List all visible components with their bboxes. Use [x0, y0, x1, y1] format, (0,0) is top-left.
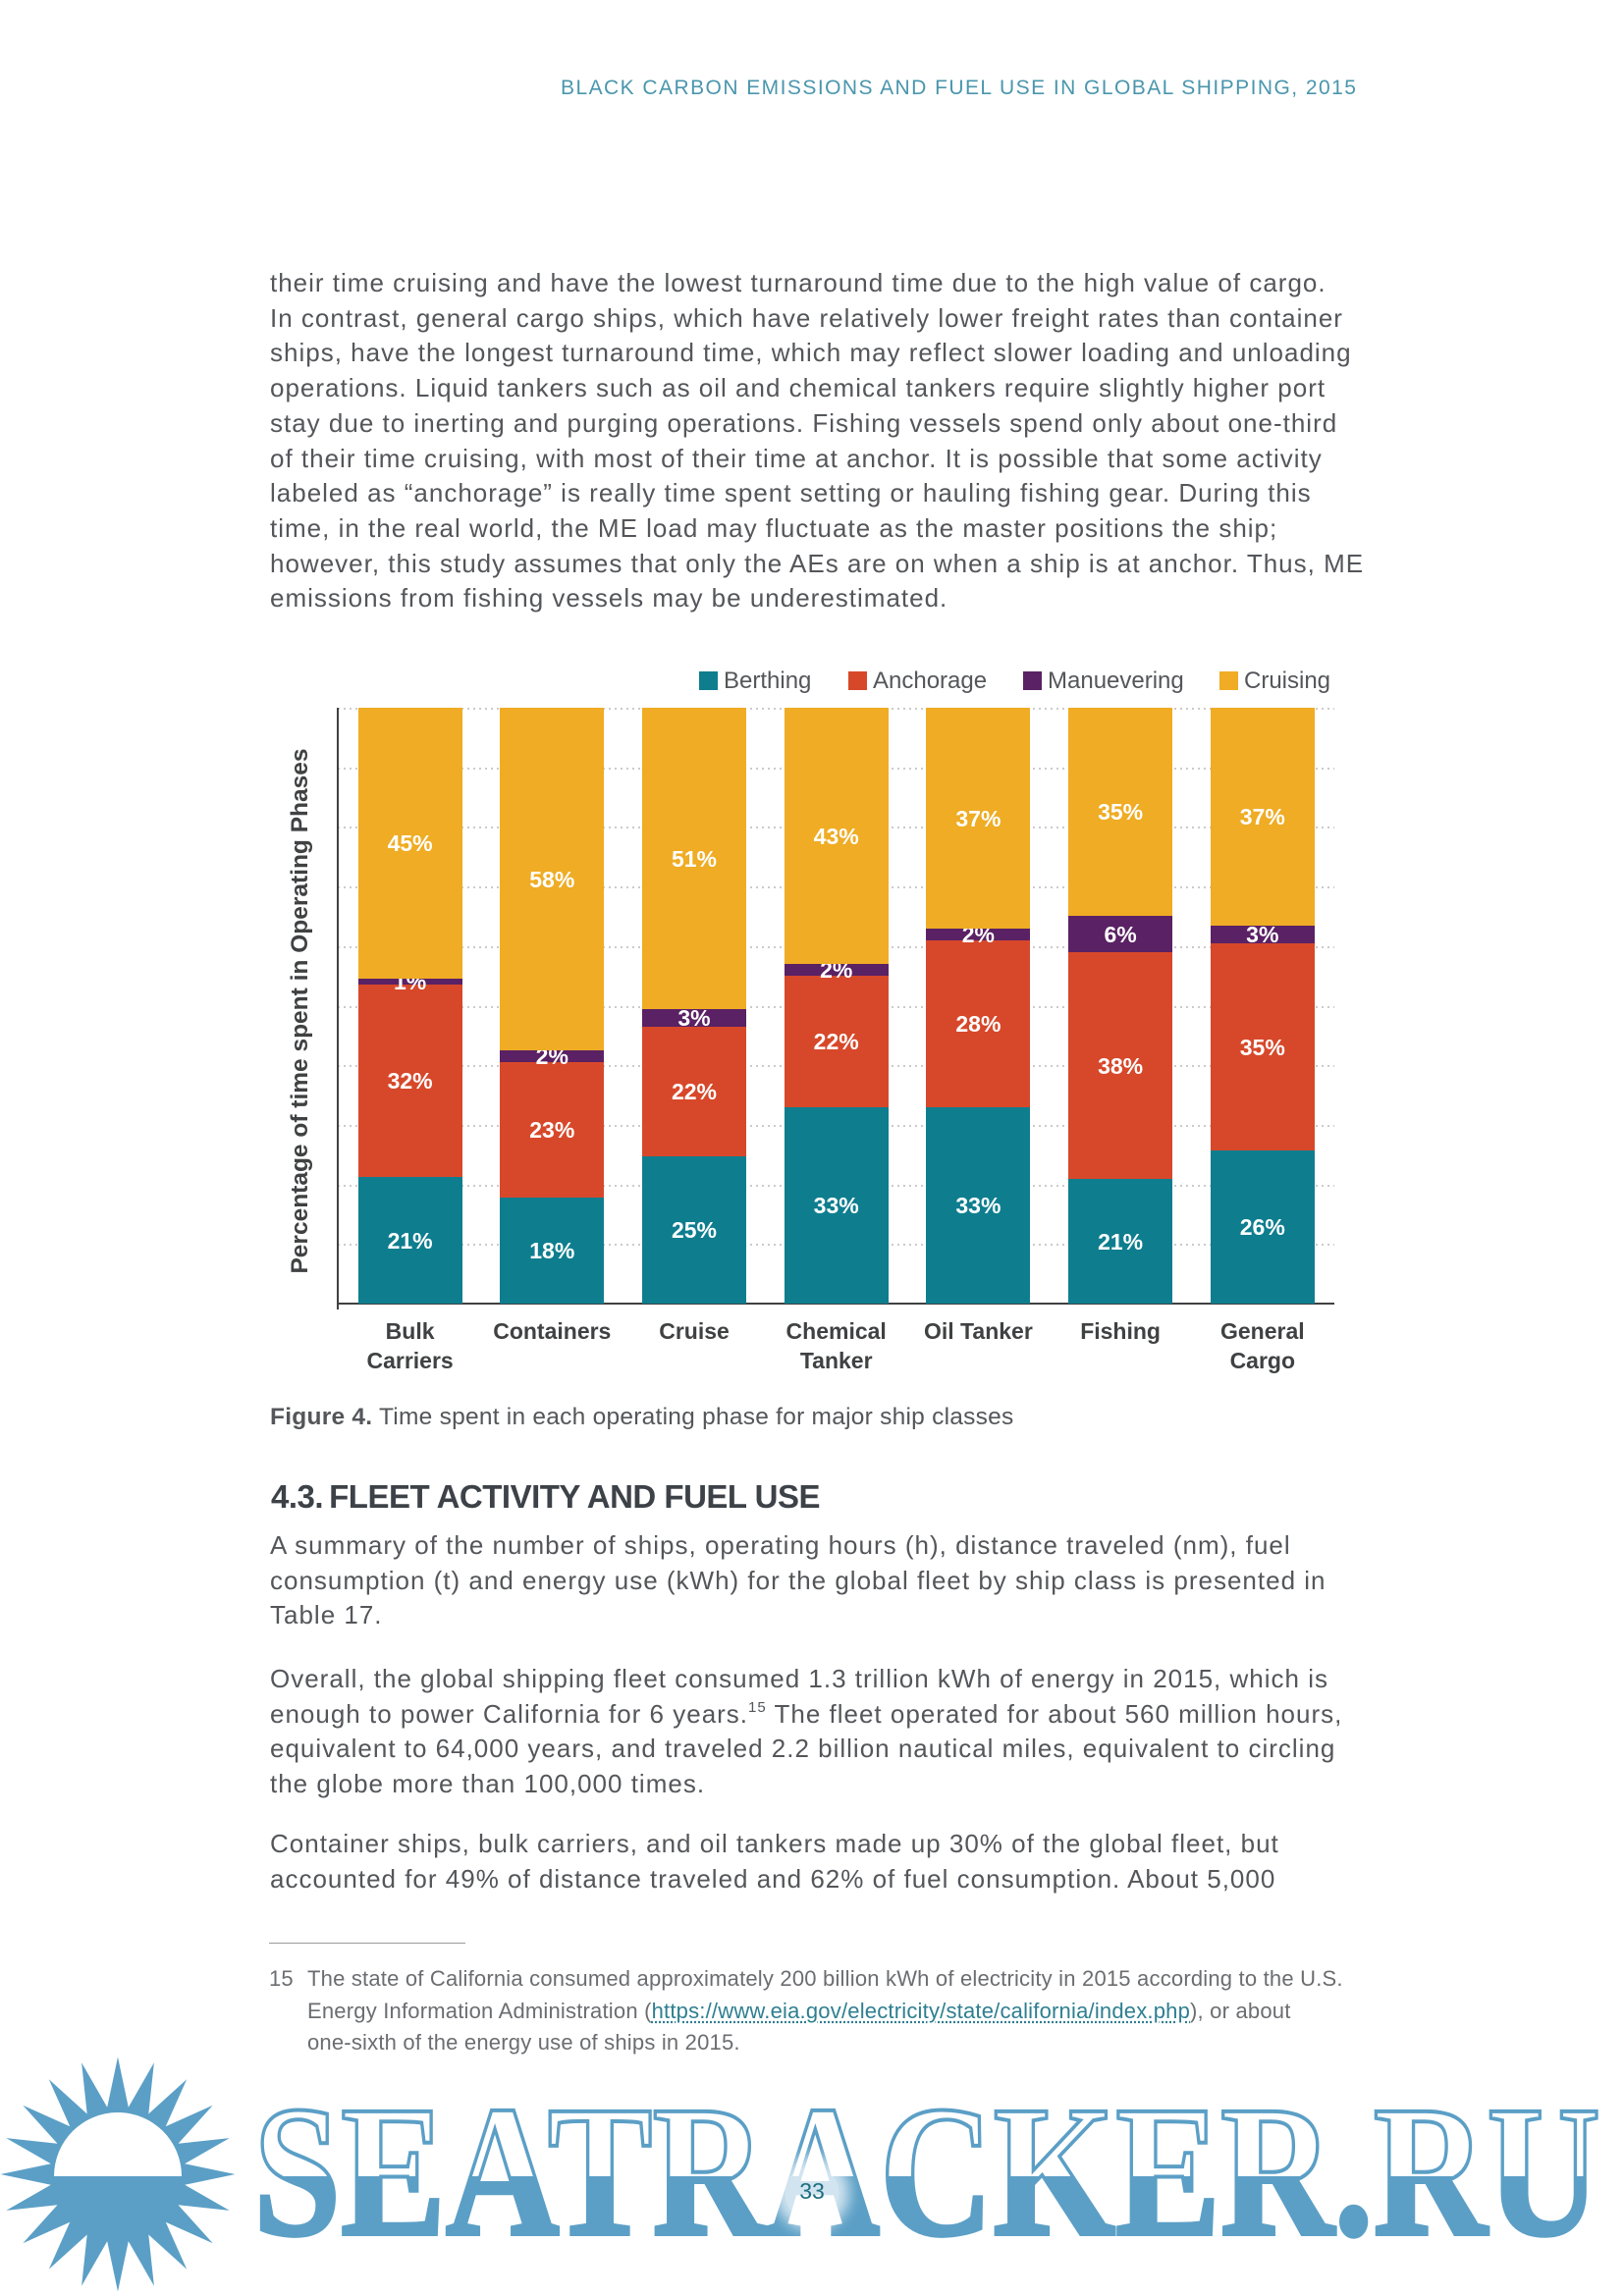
svg-text:SEATRACKER.RU: SEATRACKER.RU: [253, 2068, 1600, 2275]
